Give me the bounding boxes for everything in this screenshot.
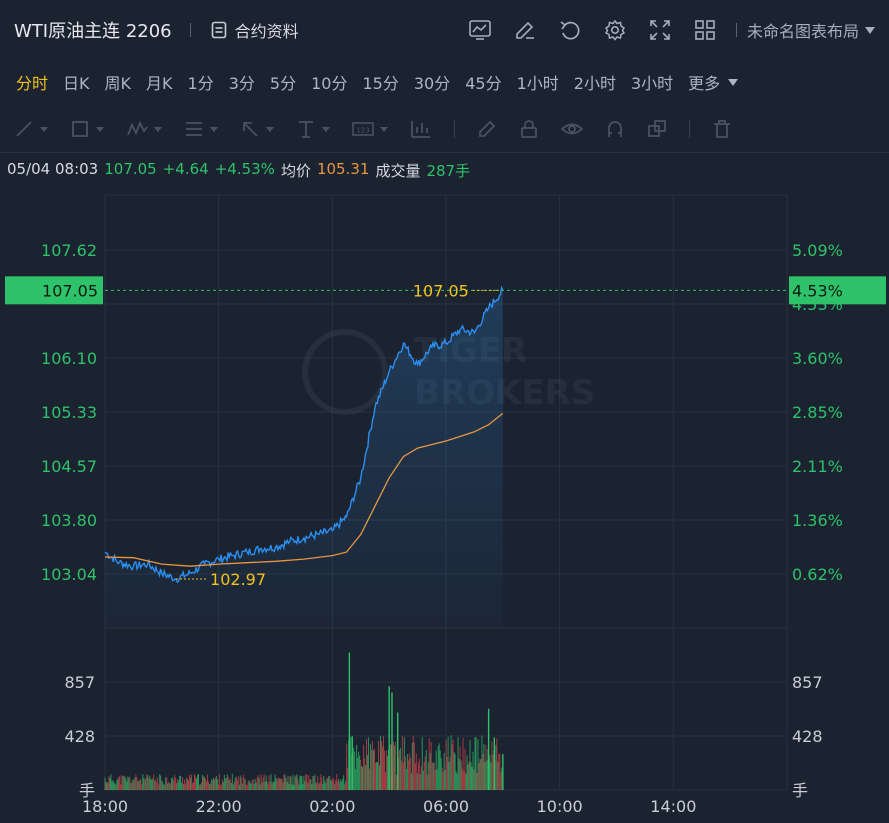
quote-time: 05/04 08:03 — [7, 160, 99, 178]
contract-info-label: 合约资料 — [234, 22, 299, 41]
grid-icon[interactable] — [683, 0, 728, 60]
top-toolbar: 未命名图表布局 — [458, 0, 889, 60]
contract-info-button[interactable]: 合约资料 — [211, 18, 299, 42]
measure-tool-icon[interactable]: 123 — [352, 119, 388, 139]
edit-icon[interactable] — [503, 0, 548, 60]
price-axis-label: 105.33 — [41, 403, 97, 422]
period-tabs: 分时 日K 周K 月K 1分 3分 5分 10分 15分 30分 45分 1小时 2小时 3小时 更多 — [0, 62, 747, 102]
delete-tool-icon[interactable] — [712, 119, 732, 139]
caret-down-icon — [728, 78, 739, 86]
volume-axis-label: 手 — [792, 781, 808, 800]
volume-axis-label: 428 — [792, 727, 823, 746]
pen-tool-icon[interactable] — [477, 119, 497, 139]
time-axis-label: 18:00 — [82, 797, 128, 816]
more-periods-label: 更多 — [688, 74, 721, 93]
arrow-tool-icon[interactable] — [240, 119, 274, 139]
eye-tool-icon[interactable] — [561, 119, 583, 139]
svg-text:123: 123 — [356, 127, 369, 135]
divider — [0, 152, 889, 153]
current-price-badge-label: 107.05 — [42, 281, 98, 300]
quote-price: 107.05 — [104, 160, 157, 178]
pct-axis-label: 5.09% — [792, 241, 843, 260]
layout-label: 未命名图表布局 — [746, 22, 859, 41]
period-tab[interactable]: 分时 — [16, 74, 49, 93]
period-tab[interactable]: 1分 — [187, 74, 214, 93]
volume-axis-label: 手 — [79, 781, 95, 800]
text-tool-icon[interactable] — [296, 119, 330, 139]
period-tab[interactable]: 日K — [63, 74, 90, 93]
low-price-label: 102.97 — [210, 570, 266, 589]
price-axis-label: 103.04 — [41, 565, 97, 584]
pct-axis-label: 2.11% — [792, 457, 843, 476]
indicator-tool-icon[interactable] — [410, 119, 432, 139]
volume-label: 成交量 — [375, 162, 421, 180]
volume-axis-label: 857 — [64, 673, 95, 692]
time-axis-label: 10:00 — [537, 797, 583, 816]
copy-tool-icon[interactable] — [647, 119, 667, 139]
top-bar: WTI原油主连 2206 合约资料 未命名图表布局 — [0, 0, 889, 60]
volume-bars — [104, 652, 504, 790]
divider — [735, 23, 737, 37]
divider — [454, 120, 455, 138]
divider — [189, 23, 191, 37]
drawing-toolbar: 123 — [0, 108, 889, 150]
price-area — [105, 287, 503, 628]
more-periods-button[interactable]: 更多 — [682, 70, 744, 94]
chart-icon[interactable] — [458, 0, 503, 60]
current-pct-badge — [789, 276, 886, 305]
avg-price-line — [104, 412, 504, 567]
current-pct-badge-label: 4.53% — [792, 281, 843, 300]
period-tab[interactable]: 3小时 — [630, 74, 674, 93]
time-axis-label: 06:00 — [423, 797, 469, 816]
settings-icon[interactable] — [593, 0, 638, 60]
time-axis-label: 02:00 — [309, 797, 355, 816]
period-tab[interactable]: 3分 — [228, 74, 255, 93]
pct-axis-label: 0.62% — [792, 565, 843, 584]
lock-tool-icon[interactable] — [519, 119, 539, 139]
divider — [689, 120, 690, 138]
volume-axis-label: 857 — [792, 673, 823, 692]
period-tab[interactable]: 30分 — [413, 74, 451, 93]
period-tab[interactable]: 15分 — [362, 74, 399, 93]
period-tab[interactable]: 周K — [104, 74, 132, 93]
line-tool-icon[interactable] — [14, 119, 48, 139]
current-price-badge — [5, 276, 103, 305]
undo-icon[interactable] — [548, 0, 593, 60]
period-tab[interactable]: 月K — [146, 74, 173, 93]
pct-axis-label: 2.85% — [792, 403, 843, 422]
quote-change: +4.64 — [162, 160, 209, 178]
time-axis-label: 14:00 — [650, 797, 696, 816]
period-tab[interactable]: 45分 — [465, 74, 502, 93]
price-axis-label: 107.62 — [41, 241, 97, 260]
layout-selector[interactable]: 未命名图表布局 — [747, 18, 889, 42]
price-axis-label: 104.57 — [41, 457, 97, 476]
pct-axis-label: 3.60% — [792, 349, 843, 368]
period-tab[interactable]: 10分 — [311, 74, 348, 93]
period-tab[interactable]: 5分 — [269, 74, 297, 93]
magnet-tool-icon[interactable] — [605, 119, 625, 139]
high-price-label: 107.05 — [413, 281, 469, 300]
page-title: WTI原油主连 2206 — [14, 21, 172, 42]
document-icon — [211, 21, 226, 39]
avg-price: 105.31 — [316, 160, 370, 178]
quote-bar: 05/04 08:03 107.05 +4.64 +4.53% 均价 105.3… — [7, 160, 476, 181]
wave-tool-icon[interactable] — [126, 119, 162, 139]
price-axis-label: 106.10 — [41, 349, 97, 368]
price-line — [104, 285, 504, 583]
fullscreen-icon[interactable] — [638, 0, 683, 60]
avg-label: 均价 — [280, 162, 311, 180]
caret-down-icon — [865, 26, 875, 34]
period-tab[interactable]: 1小时 — [516, 74, 559, 93]
volume-value: 287手 — [426, 162, 471, 180]
volume-axis-label: 428 — [64, 727, 95, 746]
pct-axis-label: 1.36% — [792, 511, 843, 530]
rect-tool-icon[interactable] — [70, 119, 104, 139]
price-axis-label: 103.80 — [41, 511, 97, 530]
fib-tool-icon[interactable] — [184, 119, 218, 139]
period-tab[interactable]: 2小时 — [573, 74, 616, 93]
quote-change-pct: +4.53% — [214, 160, 275, 178]
time-axis-label: 22:00 — [196, 797, 242, 816]
tiger-logo-icon — [302, 329, 388, 415]
